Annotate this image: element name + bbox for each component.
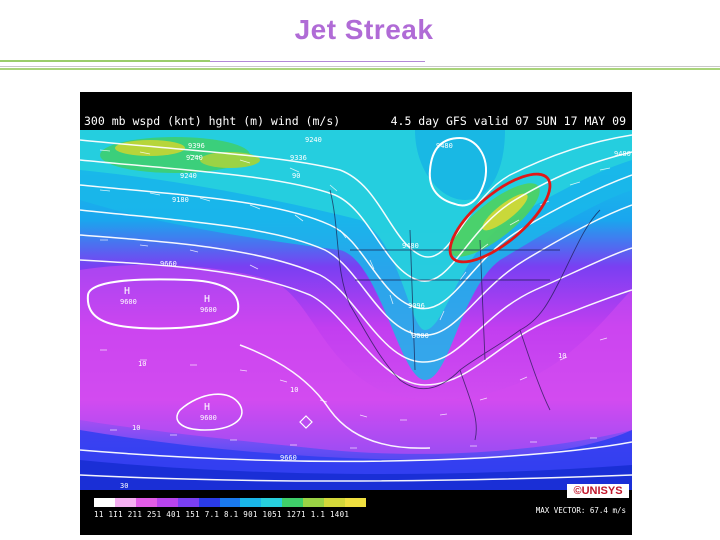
title-rule-purple (210, 61, 425, 62)
height-label: 9396 (188, 142, 205, 150)
isotach-label: 90 (292, 172, 300, 180)
isotach-label: 10 (138, 360, 146, 368)
height-label: 9336 (290, 154, 307, 162)
height-label: 9240 (186, 154, 203, 162)
color-scale-bar (94, 498, 366, 507)
isotach-label: 10 (290, 386, 298, 394)
height-label: 9096 (408, 302, 425, 310)
wind-speed-map: 9396 9240 9336 9240 9180 9240 9480 9660 … (80, 130, 632, 490)
jet-streak-highlight-ellipse (448, 172, 552, 264)
height-label: 9600 (200, 414, 217, 422)
height-label: 9240 (180, 172, 197, 180)
high-marker: H (124, 286, 130, 297)
height-label: 9660 (160, 260, 177, 268)
height-label: 9480 (402, 242, 419, 250)
map-header: 300 mb wspd (knt) hght (m) wind (m/s) 4.… (80, 92, 632, 130)
height-label: 9660 (280, 454, 297, 462)
isotach-label: 10 (558, 352, 566, 360)
height-label: 9480 (436, 142, 453, 150)
height-label: 9180 (172, 196, 189, 204)
height-label: 9000 (412, 332, 429, 340)
height-label: 9600 (120, 298, 137, 306)
weather-map: 300 mb wspd (knt) hght (m) wind (m/s) 4.… (80, 92, 632, 535)
high-marker: H (204, 294, 210, 305)
diamond-marker (299, 415, 313, 429)
isotach-label: 10 (132, 424, 140, 432)
map-header-left: 300 mb wspd (knt) hght (m) wind (m/s) (84, 114, 341, 128)
max-vector-legend: MAX VECTOR: 67.4 m/s (535, 506, 626, 515)
title-rule-gray (0, 66, 720, 67)
height-label: 9600 (200, 306, 217, 314)
isotach-label: 30 (120, 482, 128, 490)
height-label: 9480 (614, 150, 631, 158)
title-rule-green (0, 60, 210, 62)
color-scale-labels: 11 1I1 211 251 401 151 7.1 8.1 901 1051 … (94, 510, 350, 519)
title-rule-green-2 (0, 68, 720, 70)
map-footer: 11 1I1 211 251 401 151 7.1 8.1 901 1051 … (80, 484, 632, 535)
slide-title: Jet Streak (294, 14, 434, 45)
unisys-logo: ©UNISYS (567, 484, 629, 498)
high-marker: H (204, 402, 210, 413)
height-label: 9240 (305, 136, 322, 144)
map-header-right: 4.5 day GFS valid 07 SUN 17 MAY 09 (390, 114, 626, 128)
